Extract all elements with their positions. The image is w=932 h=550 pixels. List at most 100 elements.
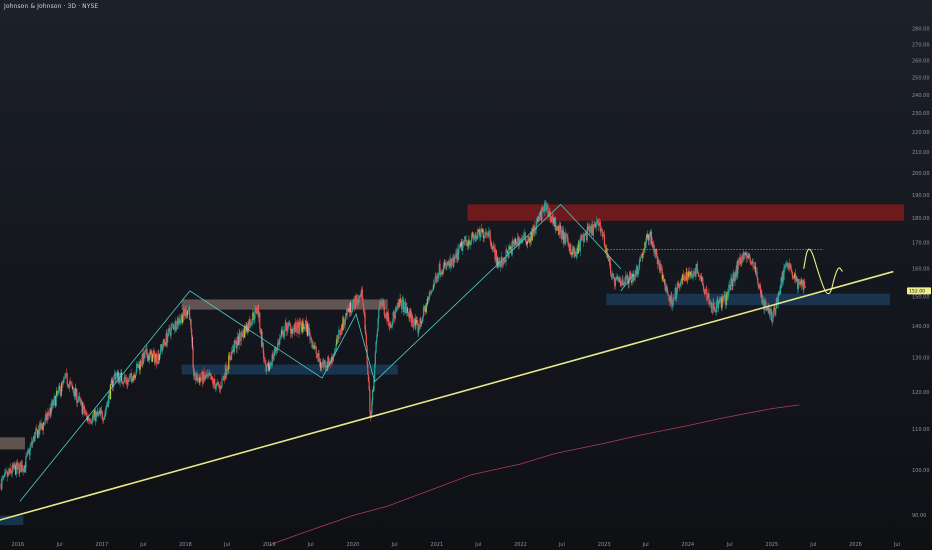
candle: [452, 254, 454, 269]
candle: [499, 261, 502, 272]
candle: [115, 370, 117, 382]
candle-body: [365, 329, 367, 335]
candle: [433, 279, 435, 290]
candle-body: [536, 220, 538, 222]
candle: [677, 281, 679, 286]
candle-body: [535, 228, 537, 230]
candle-body: [117, 371, 119, 382]
candle-body: [688, 271, 690, 278]
candle: [576, 243, 579, 259]
candle: [628, 274, 630, 289]
candle-body: [494, 247, 496, 260]
candle: [269, 360, 271, 370]
candle-body: [133, 374, 136, 378]
candle-body: [654, 249, 656, 253]
candle: [474, 231, 476, 242]
candle: [797, 278, 799, 293]
candle-body: [294, 322, 297, 333]
candle: [500, 251, 502, 269]
candle: [212, 378, 214, 388]
candle: [263, 349, 265, 364]
candle-body: [0, 483, 2, 490]
candle: [266, 363, 268, 367]
candle-body: [795, 273, 797, 281]
candle-body: [511, 241, 513, 255]
candle-body: [155, 354, 157, 358]
candle-body: [41, 426, 44, 430]
candle: [729, 284, 731, 291]
candle-body: [285, 322, 287, 324]
candle-body: [592, 224, 594, 236]
candle: [394, 311, 396, 324]
candle: [557, 229, 559, 231]
candle-body: [399, 298, 401, 303]
candle-body: [455, 252, 458, 259]
candle: [797, 277, 799, 294]
candle-body: [236, 344, 238, 349]
candle-body: [467, 244, 469, 247]
candle-body: [76, 401, 79, 403]
candle-body: [762, 299, 764, 303]
candle: [228, 352, 230, 374]
candle-body: [402, 299, 405, 312]
chart-title: Johnson & Johnson · 3D · NYSE: [4, 3, 99, 10]
candle-body: [374, 365, 376, 381]
candle: [685, 267, 687, 280]
candle: [473, 234, 475, 244]
candle-body: [726, 291, 728, 301]
candle: [693, 268, 696, 276]
candle-body: [130, 373, 132, 377]
candle: [47, 407, 49, 421]
candle-body: [769, 308, 771, 316]
candle: [315, 345, 317, 359]
candle-body: [263, 353, 265, 362]
candle-body: [640, 256, 642, 258]
candle-body: [554, 217, 556, 227]
candle-body: [497, 257, 499, 268]
candle: [751, 258, 753, 264]
candle: [650, 228, 652, 245]
candle-body: [783, 267, 785, 280]
candle-body: [454, 256, 456, 259]
candle-body: [683, 277, 685, 280]
candle: [171, 321, 174, 329]
candle: [459, 242, 461, 248]
candle-body: [214, 383, 216, 389]
candle: [551, 214, 553, 222]
candle-body: [721, 296, 723, 308]
candle: [795, 276, 797, 283]
candle: [634, 270, 636, 282]
candle-body: [260, 331, 262, 334]
candle-body: [709, 302, 711, 304]
candle-body: [508, 246, 511, 250]
candle-body: [684, 279, 687, 281]
candle: [642, 249, 644, 259]
candle: [193, 368, 196, 379]
candle: [12, 462, 14, 471]
candle: [312, 340, 315, 350]
candle-body: [94, 410, 96, 422]
candle: [237, 333, 240, 346]
candle: [513, 239, 515, 250]
candle: [562, 226, 564, 245]
candle: [134, 375, 136, 380]
candle: [629, 270, 632, 278]
candle: [156, 351, 158, 369]
candle: [252, 311, 255, 325]
candle: [571, 249, 573, 258]
candle: [360, 293, 362, 301]
candle: [799, 282, 801, 286]
candle-body: [12, 464, 15, 469]
candle: [649, 229, 652, 236]
candle-body: [171, 325, 173, 327]
candle-body: [741, 255, 743, 264]
candle-body: [228, 355, 230, 370]
candle: [278, 337, 280, 346]
candle: [173, 326, 176, 334]
candle: [557, 225, 559, 236]
candle-body: [457, 248, 460, 260]
candle: [186, 310, 189, 319]
candle-body: [320, 366, 322, 368]
